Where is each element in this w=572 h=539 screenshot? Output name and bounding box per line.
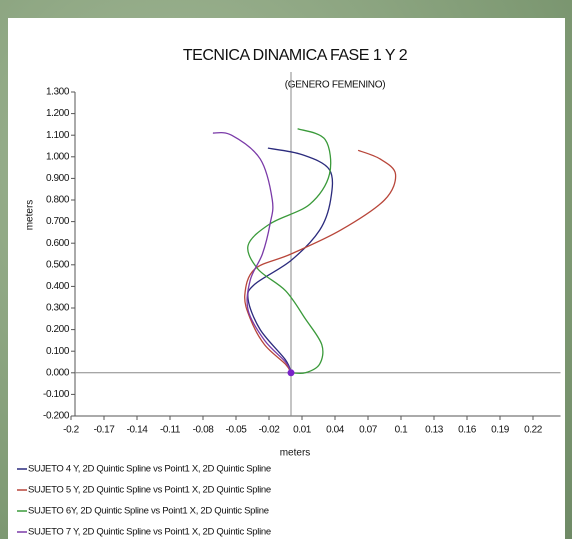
x-tick-label: 0.07	[359, 425, 378, 436]
y-tick-label: 1.300	[46, 87, 70, 98]
series-line	[244, 149, 397, 374]
x-tick-label: -0.17	[94, 425, 116, 436]
y-tick-label: 0.200	[46, 324, 70, 335]
x-tick-label: 0.13	[425, 425, 444, 436]
chart-subtitle: (GENERO FEMENINO)	[285, 80, 385, 91]
y-tick-label: 0.000	[46, 367, 70, 378]
y-tick-label: 0.800	[46, 195, 70, 206]
y-tick-label: 0.900	[46, 173, 70, 184]
y-tick-label: 1.100	[46, 130, 70, 141]
series-line	[212, 131, 292, 374]
y-tick-label: 0.600	[46, 238, 70, 249]
legend-label: SUJETO 5 Y, 2D Quintic Spline vs Point1 …	[28, 485, 271, 496]
legend-label: SUJETO 4 Y, 2D Quintic Spline vs Point1 …	[28, 464, 271, 475]
y-tick-label: 1.200	[46, 108, 70, 119]
y-tick-label: 0.700	[46, 216, 70, 227]
y-tick-label: 0.400	[46, 281, 70, 292]
y-axis-label: meters	[25, 200, 36, 231]
chart-title: TECNICA DINAMICA FASE 1 Y 2	[183, 47, 408, 64]
series-line	[247, 128, 332, 375]
y-tick-label: 1.000	[46, 151, 70, 162]
x-axis-label: meters	[280, 448, 311, 459]
x-tick-label: 0.04	[326, 425, 345, 436]
x-tick-label: 0.01	[293, 425, 312, 436]
x-tick-label: -0.11	[160, 425, 181, 436]
legend-label: SUJETO 6Y, 2D Quintic Spline vs Point1 X…	[28, 506, 269, 517]
y-tick-label: 0.300	[46, 303, 70, 314]
x-tick-label: -0.05	[226, 425, 248, 436]
x-tick-label: 0.16	[458, 425, 477, 436]
series-line	[247, 147, 334, 374]
y-tick-label: 0.100	[46, 346, 70, 357]
x-tick-label: 0.19	[491, 425, 510, 436]
chart-panel	[8, 18, 565, 539]
origin-point	[287, 369, 295, 377]
x-tick-label: -0.14	[127, 425, 149, 436]
x-tick-label: 0.1	[395, 425, 409, 436]
x-tick-label: 0.22	[524, 425, 543, 436]
x-tick-label: -0.02	[259, 425, 281, 436]
x-tick-label: -0.08	[193, 425, 215, 436]
y-tick-label: -0.100	[43, 389, 70, 400]
legend-label: SUJETO 7 Y, 2D Quintic Spline vs Point1 …	[28, 527, 271, 538]
y-tick-label: -0.200	[43, 411, 70, 422]
y-tick-label: 0.500	[46, 259, 70, 270]
x-tick-label: -0.2	[63, 425, 79, 436]
